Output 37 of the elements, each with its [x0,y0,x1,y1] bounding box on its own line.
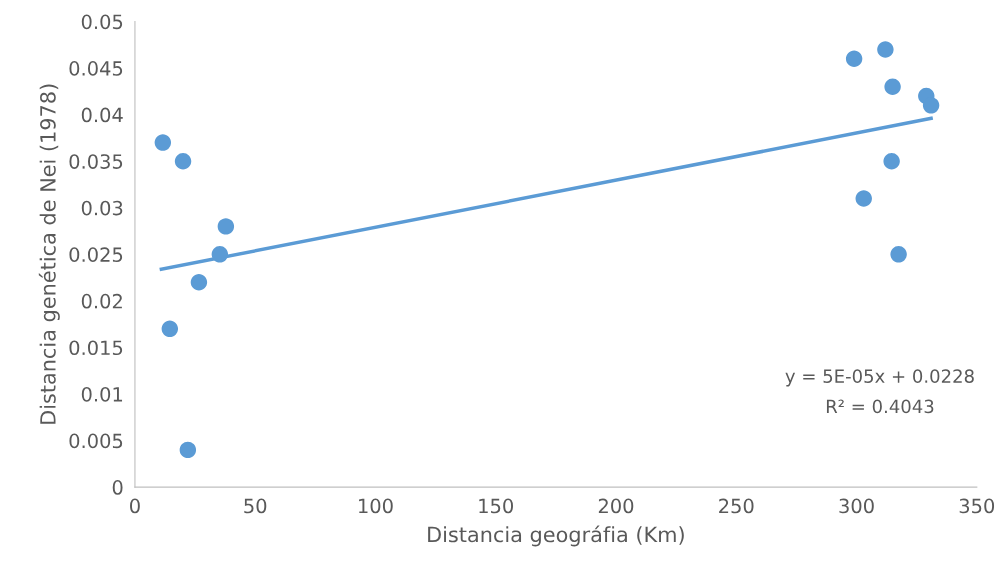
point [884,78,901,95]
y-tick-label: 0.02 [81,293,122,309]
y-tick-label: 0.005 [69,433,123,449]
annotation: R² = 0.4043 [826,399,934,414]
point [179,441,197,459]
point [174,153,192,170]
y-tick-label: 0.04 [81,107,123,123]
point [161,320,179,338]
point [855,190,872,207]
x-tick-label: 0 [130,498,140,514]
y-tick-label: 0.045 [69,61,123,76]
y-tick-label: 0.03 [81,200,123,216]
y-tick-label: 0 [112,480,123,495]
point [922,97,940,114]
point [211,246,229,263]
x-tick-label: 150 [479,498,513,514]
x-tick-label: 250 [719,498,754,514]
x-tick-label: 50 [244,498,267,514]
point [890,246,907,263]
x-tick-label: 300 [839,498,874,514]
y-tick-label: 0.01 [81,386,123,402]
y-tick-label: 0.015 [69,340,123,356]
point [154,134,172,151]
point [845,50,863,67]
y-axis-title: Distancia genética de Nei (1978) [38,84,60,424]
annotation: y = 5E-05x + 0.0228 [785,369,974,387]
y-tick-label: 0.025 [69,247,123,262]
point [190,274,208,291]
x-tick-label: 350 [959,498,995,514]
x-tick-label: 200 [598,498,634,514]
x-axis-title: Distancia geográfia (Km) [428,525,684,547]
y-tick-label: 0.035 [69,154,123,169]
point [877,41,894,58]
point [883,153,900,170]
x-tick-label: 100 [359,498,393,514]
y-tick-label: 0.05 [81,14,123,30]
point [217,218,235,235]
